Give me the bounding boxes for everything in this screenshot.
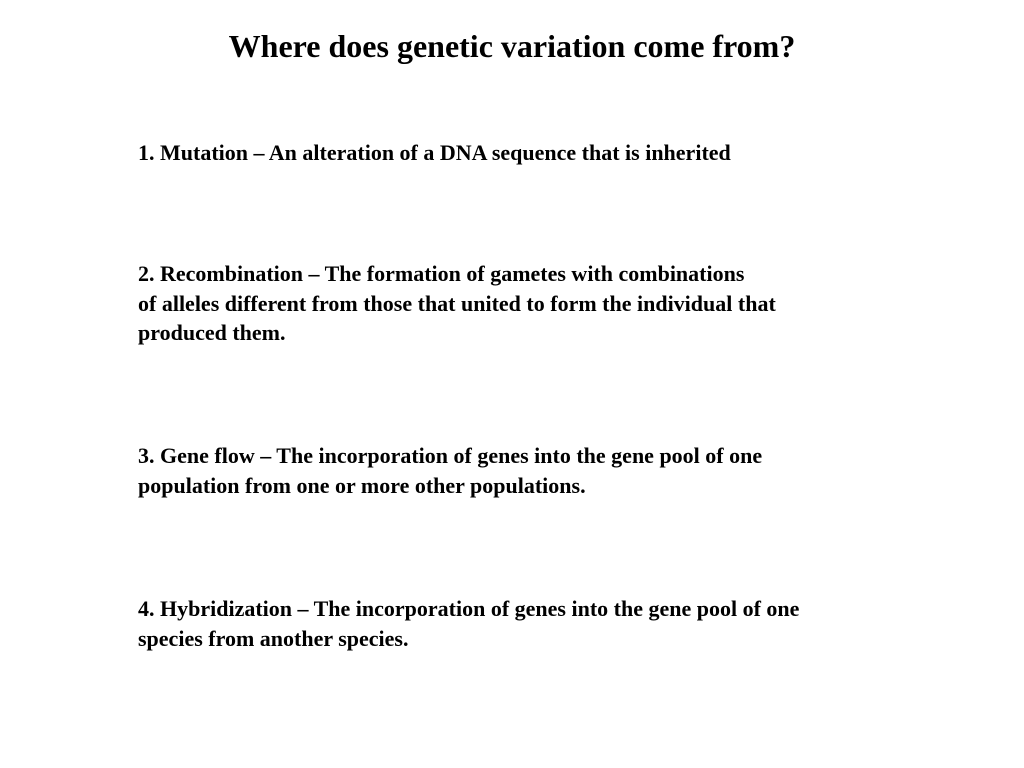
list-item: 4. Hybridization – The incorporation of …	[138, 594, 898, 653]
slide-container: Where does genetic variation come from? …	[0, 0, 1024, 768]
list-item: 1. Mutation – An alteration of a DNA seq…	[138, 138, 898, 168]
list-item: 2. Recombination – The formation of game…	[138, 259, 898, 348]
slide-title: Where does genetic variation come from?	[0, 28, 1024, 65]
list-item: 3. Gene flow – The incorporation of gene…	[138, 441, 898, 500]
